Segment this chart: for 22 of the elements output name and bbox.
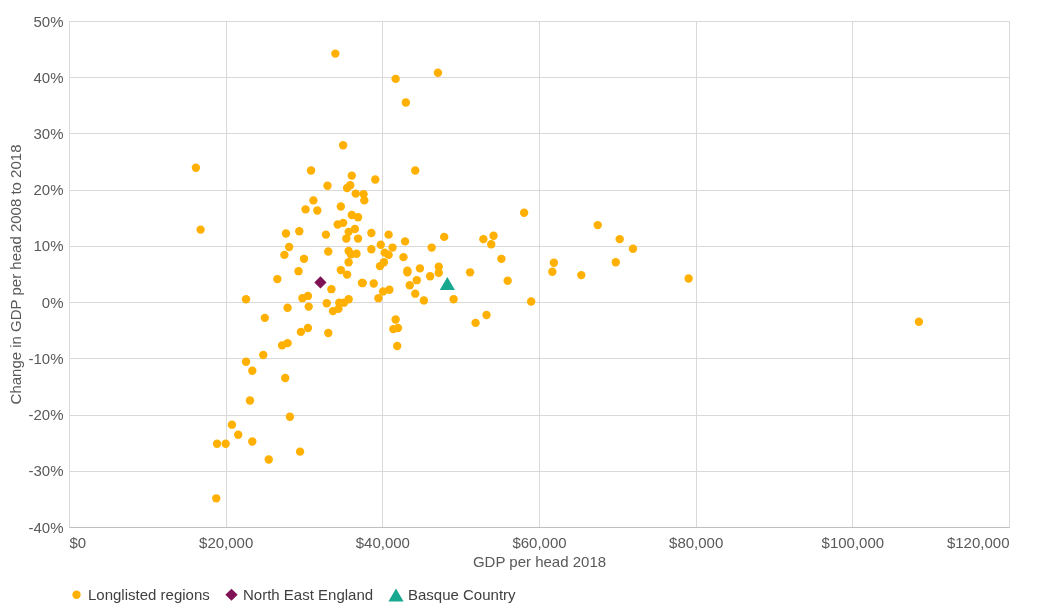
y-tick-label: 50% bbox=[33, 12, 64, 30]
x-tick-label: $80,000 bbox=[669, 533, 724, 551]
x-tick-label: $40,000 bbox=[355, 533, 410, 551]
y-tick-label: -40% bbox=[28, 518, 64, 536]
y-tick-label: 10% bbox=[33, 237, 64, 255]
x-tick-label: $60,000 bbox=[512, 533, 567, 551]
y-tick-label: 0% bbox=[41, 293, 64, 311]
legend-label: Basque Country bbox=[408, 586, 517, 603]
x-tick-label: $120,000 bbox=[946, 533, 1010, 551]
y-tick-label: -10% bbox=[28, 349, 64, 367]
x-tick-label: $0 bbox=[69, 533, 87, 551]
x-axis-title: GDP per head 2018 bbox=[472, 552, 607, 570]
y-tick-label: -20% bbox=[28, 406, 64, 424]
y-axis-title: Change in GDP per head 2008 to 2018 bbox=[7, 144, 25, 405]
legend-label: North East England bbox=[243, 585, 374, 603]
legend-label: Longlisted regions bbox=[88, 585, 210, 603]
y-tick-label: 40% bbox=[33, 68, 64, 86]
x-tick-label: $100,000 bbox=[821, 533, 885, 551]
x-tick-label: $20,000 bbox=[199, 533, 254, 551]
y-tick-label: 30% bbox=[33, 124, 64, 142]
y-tick-label: -30% bbox=[28, 462, 64, 480]
y-tick-label: 20% bbox=[33, 181, 64, 199]
